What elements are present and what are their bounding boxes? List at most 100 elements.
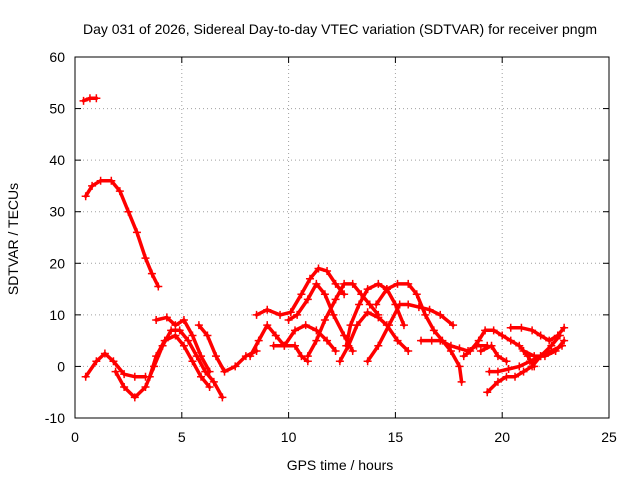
data-point xyxy=(323,267,332,276)
data-point xyxy=(269,341,278,350)
data-point xyxy=(276,310,285,319)
x-tick-label: 25 xyxy=(601,429,617,445)
data-point xyxy=(141,383,150,392)
data-point xyxy=(374,279,383,288)
y-tick-label: 10 xyxy=(49,307,65,323)
data-point xyxy=(517,323,526,332)
data-point xyxy=(171,331,180,340)
data-point xyxy=(393,279,402,288)
data-series-arc-14 xyxy=(335,308,413,366)
data-point xyxy=(446,341,455,350)
data-point xyxy=(286,308,295,317)
data-point xyxy=(141,254,150,263)
data-point xyxy=(329,310,338,319)
data-point xyxy=(506,336,515,345)
data-point xyxy=(81,372,90,381)
data-point xyxy=(263,305,272,314)
y-tick-label: 20 xyxy=(49,255,65,271)
data-point xyxy=(252,310,261,319)
data-point xyxy=(305,274,314,283)
data-point xyxy=(263,321,272,330)
x-tick-label: 15 xyxy=(388,429,404,445)
data-point xyxy=(220,367,229,376)
data-point xyxy=(485,367,494,376)
data-point xyxy=(132,228,141,237)
data-point xyxy=(331,295,340,304)
data-point xyxy=(352,321,361,330)
data-point xyxy=(130,393,139,402)
data-point xyxy=(481,326,490,335)
data-point xyxy=(124,207,133,216)
data-point xyxy=(344,341,353,350)
data-point xyxy=(340,290,349,299)
data-point xyxy=(205,383,214,392)
data-point xyxy=(560,323,569,332)
data-point xyxy=(474,336,483,345)
data-point xyxy=(297,290,306,299)
data-series-arc-10 xyxy=(284,279,357,355)
data-point xyxy=(476,346,485,355)
data-point xyxy=(553,331,562,340)
data-series-arc-16 xyxy=(372,279,466,386)
data-point xyxy=(340,279,349,288)
data-point xyxy=(179,316,188,325)
data-point xyxy=(483,388,492,397)
data-point xyxy=(455,362,464,371)
data-point xyxy=(551,346,560,355)
data-point xyxy=(436,336,445,345)
data-point xyxy=(96,176,105,185)
y-tick-label: -10 xyxy=(45,410,65,426)
data-point xyxy=(449,321,458,330)
data-point xyxy=(515,341,524,350)
data-point xyxy=(194,321,203,330)
data-series-arc-3 xyxy=(81,349,150,381)
data-point xyxy=(312,336,321,345)
y-axis-label: SDTVAR / TECUs xyxy=(5,183,21,295)
data-point xyxy=(528,362,537,371)
data-point xyxy=(314,264,323,273)
data-point xyxy=(429,326,438,335)
data-point xyxy=(382,285,391,294)
data-point xyxy=(489,326,498,335)
data-point xyxy=(506,323,515,332)
data-point xyxy=(145,372,154,381)
data-point xyxy=(312,279,321,288)
data-point xyxy=(254,336,263,345)
data-point xyxy=(175,326,184,335)
data-series-arc-9 xyxy=(252,264,349,319)
data-point xyxy=(109,357,118,366)
data-point xyxy=(530,352,539,361)
data-point xyxy=(291,326,300,335)
plot-frame xyxy=(74,56,610,419)
data-point xyxy=(130,372,139,381)
series-line xyxy=(344,282,406,348)
data-point xyxy=(203,331,212,340)
data-series-arc-7 xyxy=(194,321,261,376)
data-point xyxy=(466,346,475,355)
data-point xyxy=(493,367,502,376)
data-point xyxy=(404,279,413,288)
data-point xyxy=(92,357,101,366)
data-point xyxy=(209,377,218,386)
data-series-arc-1 xyxy=(79,94,101,105)
data-point xyxy=(320,316,329,325)
data-point xyxy=(374,341,383,350)
y-tick-label: 30 xyxy=(49,204,65,220)
data-point xyxy=(493,352,502,361)
data-point xyxy=(231,362,240,371)
data-point xyxy=(205,367,214,376)
data-point xyxy=(197,352,206,361)
data-point xyxy=(81,192,90,201)
data-point xyxy=(511,372,520,381)
data-point xyxy=(412,290,421,299)
data-point xyxy=(115,187,124,196)
data-series-arc-15 xyxy=(363,300,458,366)
data-point xyxy=(404,346,413,355)
data-point xyxy=(348,279,357,288)
data-point xyxy=(421,310,430,319)
data-point xyxy=(284,316,293,325)
data-point xyxy=(88,181,97,190)
data-point xyxy=(363,357,372,366)
x-tick-label: 5 xyxy=(178,429,186,445)
